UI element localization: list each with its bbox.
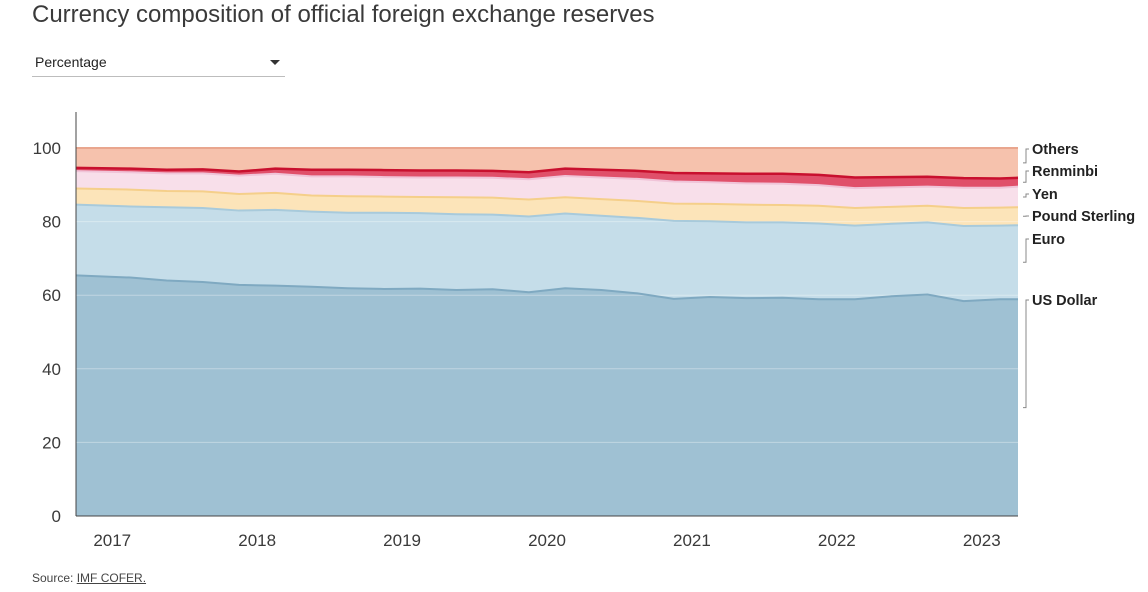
source-link[interactable]: IMF COFER. (76, 571, 147, 585)
units-dropdown-value: Percentage (35, 54, 107, 70)
y-tick-label: 0 (52, 507, 61, 526)
legend-leader (1023, 148, 1029, 164)
chart-title: Currency composition of official foreign… (32, 1, 655, 28)
y-tick-label: 40 (42, 360, 61, 379)
area-pound-sterling (76, 188, 1018, 227)
line-euro (75, 203, 1019, 228)
legend-label-yen: Yen (1032, 187, 1058, 203)
area-us-dollar (76, 275, 1018, 516)
y-tick-label: 100 (33, 139, 61, 158)
line-pound-sterling (75, 187, 1019, 209)
chevron-down-icon[interactable] (270, 60, 280, 65)
area-euro (76, 204, 1018, 302)
line-renminbi (75, 166, 1019, 180)
units-dropdown[interactable]: Percentage (32, 50, 285, 77)
legend-label-renminbi: Renminbi (1032, 164, 1098, 180)
area-others (76, 148, 1018, 179)
x-tick-label: 2021 (673, 531, 711, 550)
x-tick-label: 2022 (818, 531, 856, 550)
legend-label-others: Others (1032, 142, 1079, 158)
y-tick-label: 60 (42, 286, 61, 305)
legend-leader (1023, 193, 1029, 198)
area-yen (76, 171, 1018, 208)
legend-label-pound-sterling: Pound Sterling (1032, 209, 1135, 225)
source-prefix: Source: (32, 571, 77, 585)
x-tick-label: 2018 (238, 531, 276, 550)
legend-leader (1023, 170, 1029, 183)
x-tick-label: 2017 (93, 531, 131, 550)
line-us-dollar (75, 274, 1018, 303)
legend-label-euro: Euro (1032, 232, 1065, 248)
source-note: Source: IMF COFER. (32, 571, 146, 585)
legend-label-us-dollar: US Dollar (1032, 293, 1098, 309)
legend-leader (1023, 238, 1029, 263)
legend-leader (1023, 299, 1029, 409)
y-tick-label: 80 (42, 213, 61, 232)
line-yen (75, 170, 1019, 190)
x-tick-label: 2019 (383, 531, 421, 550)
x-tick-label: 2020 (528, 531, 566, 550)
x-tick-label: 2023 (963, 531, 1001, 550)
y-tick-label: 20 (42, 433, 61, 452)
